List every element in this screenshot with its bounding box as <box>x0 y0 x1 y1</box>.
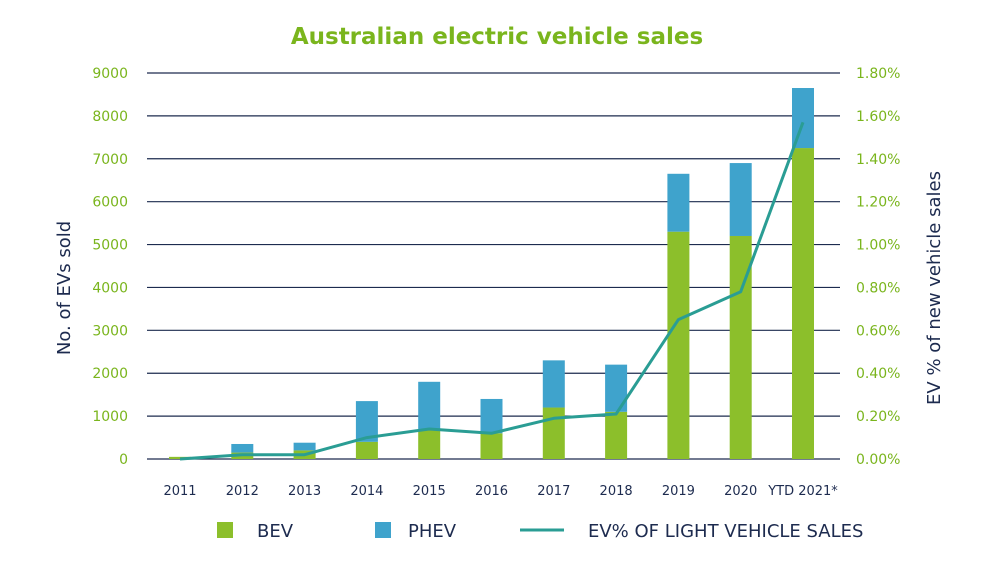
bar-phev <box>729 163 752 236</box>
bar-bev <box>355 441 378 459</box>
grid-lines <box>147 72 840 460</box>
legend-phev-swatch <box>375 522 391 538</box>
x-tick-label: 2020 <box>724 484 757 499</box>
left-tick-label: 8000 <box>92 109 128 125</box>
x-tick-label: 2014 <box>350 484 383 499</box>
y2-axis-label: EV % of new vehicle sales <box>924 171 945 405</box>
right-tick-label: 1.60% <box>856 109 900 125</box>
right-tick-label: 1.40% <box>856 152 900 168</box>
bar-phev <box>418 381 441 429</box>
bar-phev <box>542 360 565 408</box>
bar-phev <box>355 401 378 442</box>
bars <box>169 88 814 460</box>
right-tick-label: 0.80% <box>856 280 900 296</box>
bar-phev <box>667 173 690 232</box>
x-tick-label: YTD 2021* <box>767 484 838 499</box>
left-tick-label: 6000 <box>92 195 128 211</box>
line-layer <box>179 121 805 461</box>
bar-bev <box>542 407 565 459</box>
ev-percent-line <box>179 121 805 461</box>
legend-line-label: EV% OF LIGHT VEHICLE SALES <box>588 521 863 542</box>
right-tick-label: 0.00% <box>856 452 900 468</box>
left-tick-label: 1000 <box>92 409 128 425</box>
left-tick-label: 0 <box>119 452 128 468</box>
left-tick-label: 4000 <box>92 280 128 296</box>
x-tick-label: 2016 <box>475 484 508 499</box>
bar-bev <box>792 148 814 460</box>
left-tick-label: 2000 <box>92 366 128 382</box>
x-tick-label: 2011 <box>163 484 196 499</box>
bar-phev <box>231 443 254 453</box>
x-tick-label: 2019 <box>662 484 695 499</box>
bar-bev <box>667 231 690 459</box>
bar-phev <box>605 364 628 412</box>
left-axis-ticks: 0 1000 2000 3000 4000 5000 6000 7000 8000 9000 <box>92 66 128 468</box>
right-tick-label: 1.20% <box>856 195 900 211</box>
x-tick-label: 2013 <box>288 484 321 499</box>
legend-bev-label: BEV <box>257 521 294 542</box>
right-tick-label: 1.80% <box>856 66 900 82</box>
bar-phev <box>480 398 503 434</box>
legend-bev-swatch <box>217 522 233 538</box>
left-tick-label: 9000 <box>92 66 128 82</box>
right-tick-label: 0.60% <box>856 323 900 339</box>
x-tick-label: 2015 <box>413 484 446 499</box>
legend-phev-label: PHEV <box>408 521 457 542</box>
chart-title: Australian electric vehicle sales <box>291 24 703 50</box>
right-axis-ticks: 0.00% 0.20% 0.40% 0.60% 0.80% 1.00% 1.20% 1.40%… <box>856 66 900 468</box>
legend: BEV PHEV EV% OF LIGHT VEHICLE SALES <box>217 521 863 542</box>
right-tick-label: 0.20% <box>856 409 900 425</box>
bar-bev <box>480 433 503 459</box>
bar-bev <box>729 235 752 459</box>
bar-phev <box>293 442 316 451</box>
x-tick-label: 2012 <box>226 484 259 499</box>
left-tick-label: 7000 <box>92 152 128 168</box>
bar-bev <box>418 428 441 459</box>
right-tick-label: 1.00% <box>856 238 900 254</box>
x-tick-label: 2017 <box>537 484 570 499</box>
right-tick-label: 0.40% <box>856 366 900 382</box>
left-tick-label: 5000 <box>92 238 128 254</box>
x-tick-label: 2018 <box>600 484 633 499</box>
y-axis-label: No. of EVs sold <box>54 221 75 355</box>
bar-bev <box>605 411 628 459</box>
x-axis-ticks: 2011 2012 2013 2014 2015 2016 2017 2018 2019 2020… <box>163 484 838 499</box>
left-tick-label: 3000 <box>92 323 128 339</box>
